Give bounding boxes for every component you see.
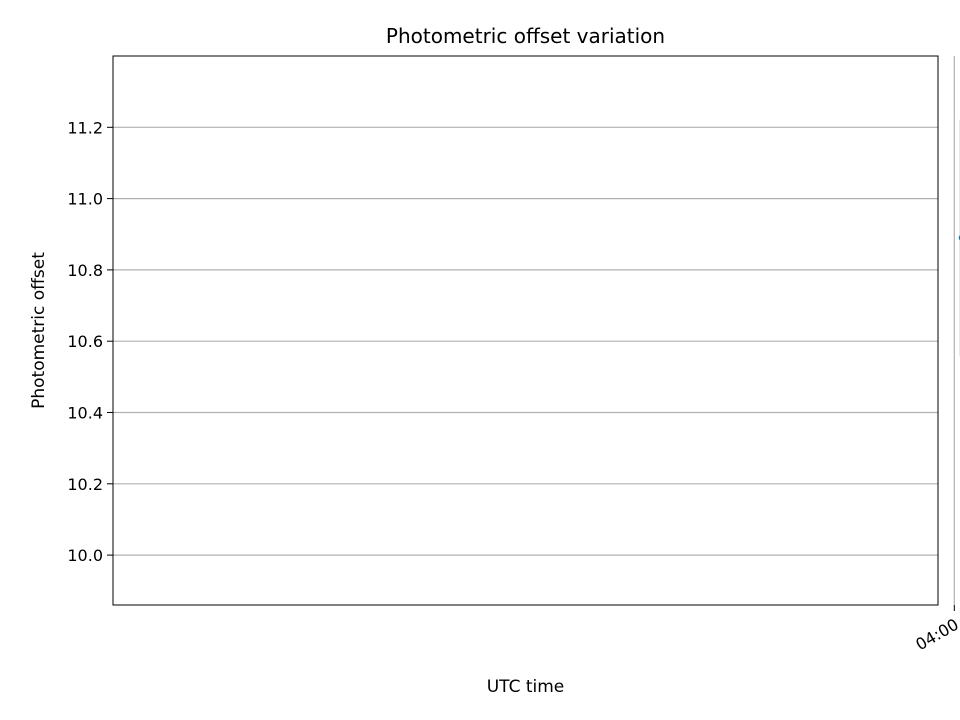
y-tick-label: 10.6	[67, 332, 103, 351]
y-tick-label: 10.2	[67, 475, 103, 494]
y-axis-ticks: 10.0 10.2 10.4 10.6 10.8 11.0 11.2	[67, 118, 113, 565]
plot-frame	[112, 55, 939, 606]
y-tick-label: 10.4	[67, 403, 103, 422]
y-axis-label: Photometric offset	[29, 252, 49, 409]
grid	[113, 56, 955, 605]
y-tick-label: 11.2	[67, 118, 103, 137]
y-tick-label: 11.0	[67, 190, 103, 209]
chart-title: Photometric offset variation	[386, 24, 665, 48]
y-tick-label: 10.8	[67, 261, 103, 280]
x-axis-label: UTC time	[487, 677, 565, 697]
y-tick-label: 10.0	[67, 546, 103, 565]
